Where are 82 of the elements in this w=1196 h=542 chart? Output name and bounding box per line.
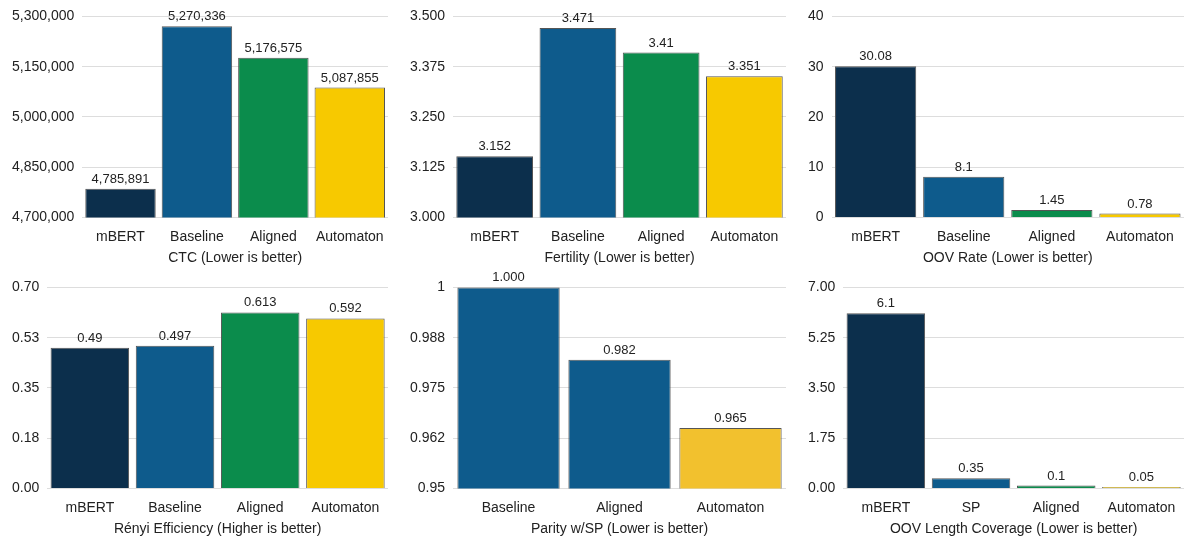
x-axis-title: Parity w/SP (Lower is better) — [530, 520, 709, 537]
data-label: 0.78 — [1127, 195, 1153, 211]
y-tick-label: 0.962 — [409, 429, 446, 446]
y-tick-label: 30 — [807, 57, 824, 74]
y-tick-label: 5,000,000 — [11, 107, 75, 124]
x-tick-label: mBERT — [861, 498, 911, 515]
y-tick-label: 0.70 — [12, 278, 40, 295]
y-tick-label: 0.00 — [12, 479, 40, 496]
data-label: 3.471 — [561, 10, 595, 26]
y-tick-label: 3.500 — [409, 7, 446, 24]
data-label: 5,176,575 — [244, 39, 303, 55]
data-label: 8.1 — [954, 158, 973, 174]
x-axis-title: CTC (Lower is better) — [168, 249, 303, 266]
x-tick-label: SP — [961, 498, 981, 515]
y-tick-label: 0.95 — [417, 479, 446, 496]
data-label: 6.1 — [876, 295, 895, 311]
x-tick-label: Automaton — [315, 227, 384, 244]
y-tick-label: 5,300,000 — [11, 7, 75, 24]
y-tick-label: 4,700,000 — [11, 208, 75, 225]
y-tick-label: 10 — [807, 158, 824, 175]
y-tick-label: 20 — [807, 107, 824, 124]
data-label: 0.05 — [1128, 469, 1155, 485]
data-label: 1.000 — [492, 269, 525, 285]
x-axis-title: Rényi Efficiency (Higher is better) — [113, 520, 322, 537]
data-label: 5,087,855 — [320, 69, 379, 85]
y-tick-label: 3.125 — [409, 158, 446, 175]
y-tick-label: 1.75 — [808, 429, 836, 446]
data-label: 0.1 — [1047, 467, 1066, 483]
data-label: 0.497 — [158, 327, 192, 343]
x-tick-label: Baseline — [551, 227, 605, 244]
x-tick-label: Baseline — [936, 227, 991, 244]
data-label: 5,270,336 — [168, 8, 226, 24]
y-tick-label: 7.00 — [808, 278, 836, 295]
data-label: 0.49 — [77, 329, 103, 345]
x-tick-label: mBERT — [65, 498, 115, 515]
data-label: 1.45 — [1039, 192, 1065, 208]
x-tick-label: mBERT — [96, 227, 146, 244]
data-label: 3.41 — [648, 34, 674, 50]
data-label: 4,785,891 — [91, 170, 150, 186]
data-label: 30.08 — [859, 48, 892, 64]
x-tick-label: Baseline — [148, 498, 203, 515]
data-label: 0.35 — [958, 460, 984, 476]
x-tick-label: Baseline — [481, 498, 536, 515]
x-tick-label: Automaton — [710, 227, 779, 244]
data-label: 0.592 — [329, 300, 362, 316]
x-tick-label: Aligned — [236, 498, 284, 515]
y-tick-label: 4,850,000 — [11, 158, 75, 175]
y-tick-label: 0.18 — [12, 429, 40, 446]
y-tick-label: 3.50 — [808, 378, 836, 395]
x-tick-label: mBERT — [851, 227, 901, 244]
y-tick-label: 0.988 — [409, 328, 446, 345]
x-tick-label: Aligned — [596, 498, 643, 515]
y-tick-label: 3.250 — [409, 107, 446, 124]
x-tick-label: mBERT — [470, 227, 520, 244]
y-tick-label: 0 — [815, 208, 824, 225]
x-axis-title: OOV Length Coverage (Lower is better) — [889, 520, 1138, 537]
x-tick-label: Aligned — [637, 227, 685, 244]
x-tick-label: Aligned — [250, 227, 297, 244]
y-tick-label: 0.53 — [12, 328, 40, 345]
y-tick-label: 1 — [437, 278, 446, 295]
y-tick-label: 3.000 — [409, 208, 446, 225]
y-tick-label: 40 — [807, 7, 824, 24]
x-tick-label: Baseline — [170, 227, 224, 244]
y-tick-label: 5,150,000 — [11, 57, 75, 74]
data-label: 0.965 — [714, 410, 747, 426]
x-axis-title: Fertility (Lower is better) — [544, 249, 695, 266]
x-tick-label: Automaton — [1107, 498, 1176, 515]
data-label: 0.613 — [243, 294, 277, 310]
x-tick-label: Automaton — [311, 498, 380, 515]
x-tick-label: Aligned — [1032, 498, 1080, 515]
x-axis-title: OOV Rate (Lower is better) — [922, 249, 1093, 266]
x-tick-label: Aligned — [1028, 227, 1076, 244]
data-label: 3.351 — [728, 58, 761, 74]
x-tick-label: Automaton — [696, 498, 765, 515]
x-tick-label: Automaton — [1106, 227, 1174, 244]
y-tick-label: 5.25 — [808, 328, 836, 345]
data-label: 3.152 — [478, 138, 511, 154]
data-label: 0.982 — [603, 341, 636, 357]
y-tick-label: 0.35 — [12, 378, 40, 395]
y-tick-label: 3.375 — [409, 57, 446, 74]
y-tick-label: 0.00 — [808, 479, 836, 496]
y-tick-label: 0.975 — [409, 378, 446, 395]
